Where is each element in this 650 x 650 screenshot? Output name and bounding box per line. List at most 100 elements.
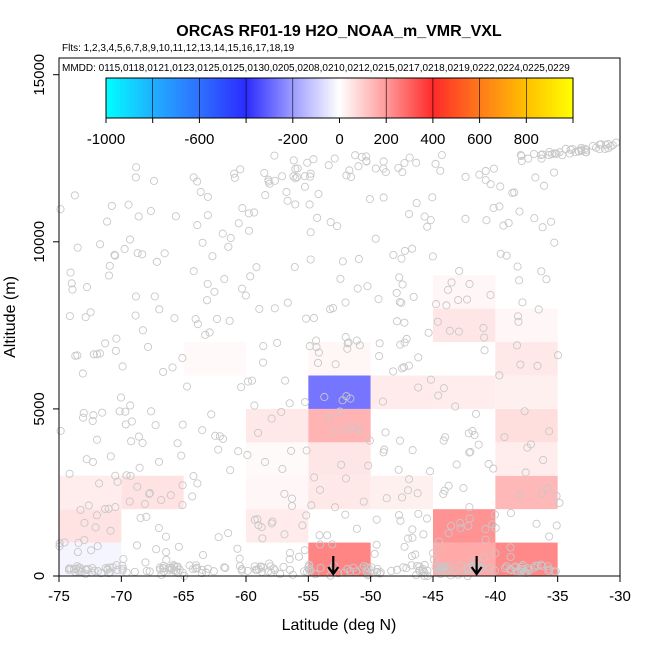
colorbar-segment xyxy=(171,78,175,118)
sample-point xyxy=(440,486,449,495)
sample-point xyxy=(142,512,151,521)
sample-point xyxy=(74,567,83,576)
sample-point xyxy=(196,187,205,197)
sample-point xyxy=(182,382,192,391)
sample-point xyxy=(367,563,376,572)
colorbar-segment xyxy=(276,78,280,118)
sample-point xyxy=(595,140,604,149)
sample-point xyxy=(244,226,254,235)
sample-point xyxy=(571,148,580,157)
sample-point xyxy=(405,153,414,162)
colorbar-segment xyxy=(325,78,329,118)
sample-point xyxy=(159,367,168,376)
sample-point xyxy=(305,200,314,209)
colorbar-segment xyxy=(486,78,490,118)
y-tick-label: 15000 xyxy=(31,54,48,96)
sample-point xyxy=(364,570,373,579)
sample-point xyxy=(538,223,547,232)
sample-point xyxy=(532,519,541,528)
sample-point xyxy=(234,447,243,456)
sample-point xyxy=(270,176,279,185)
sample-point xyxy=(329,428,338,437)
sample-point xyxy=(396,516,405,525)
sample-point xyxy=(429,549,438,558)
sample-point xyxy=(267,414,276,423)
y-axis-label: Altitude (m) xyxy=(2,276,19,358)
sample-point xyxy=(309,155,318,164)
sample-point xyxy=(278,172,287,181)
colorbar-segment xyxy=(274,78,278,118)
colorbar-segment xyxy=(388,78,392,118)
sample-point xyxy=(189,472,198,481)
colorbar-segment xyxy=(556,78,560,118)
colorbar-segment xyxy=(122,78,126,118)
colorbar-segment xyxy=(292,78,296,118)
sample-point xyxy=(352,524,361,533)
x-tick-label: -30 xyxy=(609,588,631,605)
sample-point xyxy=(404,486,413,495)
heatmap-cell xyxy=(370,375,433,409)
sample-point xyxy=(92,511,102,520)
sample-point xyxy=(400,318,409,327)
x-tick-label: -35 xyxy=(547,588,569,605)
colorbar-segment xyxy=(432,78,436,118)
sample-point xyxy=(56,205,65,214)
sample-point xyxy=(116,393,126,402)
sample-point xyxy=(595,145,604,154)
sample-point xyxy=(160,249,169,258)
sample-point xyxy=(547,150,556,159)
sample-point xyxy=(324,161,333,170)
sample-point xyxy=(309,313,318,323)
colorbar-segment xyxy=(120,78,123,118)
colorbar-segment xyxy=(110,78,114,118)
sample-point xyxy=(314,348,323,357)
sample-point xyxy=(341,474,351,483)
colorbar-segment xyxy=(397,78,401,118)
sample-point xyxy=(287,494,297,503)
sample-point xyxy=(471,409,481,418)
sample-point xyxy=(162,555,171,564)
sample-point xyxy=(226,233,235,243)
sample-point xyxy=(209,567,218,576)
colorbar-segment xyxy=(544,78,548,118)
sample-point xyxy=(302,446,311,455)
colorbar-segment xyxy=(341,78,345,118)
colorbar-segment xyxy=(402,78,406,118)
sample-point xyxy=(306,228,315,237)
sample-point xyxy=(371,234,380,243)
colorbar-segment xyxy=(542,78,546,118)
sample-point xyxy=(465,514,474,523)
colorbar-segment xyxy=(108,78,112,118)
sample-point xyxy=(86,308,95,317)
sample-point xyxy=(285,399,294,408)
sample-point xyxy=(277,407,286,417)
sample-point xyxy=(374,295,383,304)
sample-point xyxy=(397,493,407,502)
sample-point xyxy=(101,504,110,514)
sample-point xyxy=(110,250,119,259)
sample-point xyxy=(495,202,504,211)
colorbar-segment xyxy=(512,78,516,118)
sample-point xyxy=(512,341,522,350)
sample-point xyxy=(437,151,446,160)
sample-point xyxy=(419,530,428,539)
colorbar-segment xyxy=(113,78,116,118)
sample-point xyxy=(243,450,252,460)
sample-point xyxy=(147,407,156,416)
sample-point xyxy=(316,540,325,549)
sample-point xyxy=(426,375,436,384)
colorbar-segment xyxy=(285,78,289,118)
sample-point xyxy=(95,479,104,488)
latitude-arrows xyxy=(327,556,483,576)
colorbar-segment xyxy=(470,78,474,118)
sample-point xyxy=(447,521,456,531)
sample-point xyxy=(405,475,414,484)
sample-point xyxy=(237,565,246,574)
sample-point xyxy=(484,459,493,469)
colorbar-segment xyxy=(162,78,165,118)
sample-point xyxy=(87,546,96,555)
sample-point xyxy=(342,392,351,401)
sample-point xyxy=(152,257,162,266)
sample-point xyxy=(193,479,202,488)
sample-point xyxy=(220,275,229,284)
